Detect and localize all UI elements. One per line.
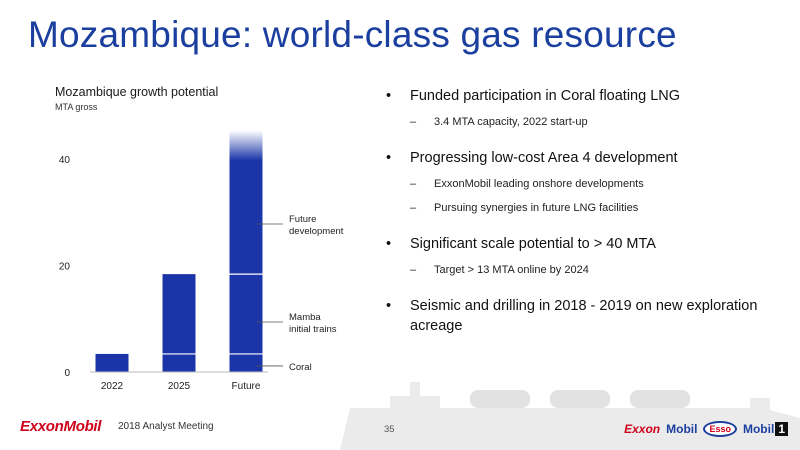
bullet-list: Funded participation in Coral floating L… <box>386 86 786 336</box>
mobil1-logo: Mobil 1 <box>743 422 788 436</box>
bullet-coral: Funded participation in Coral floating L… <box>386 86 786 106</box>
legend-label: initial trains <box>289 324 337 335</box>
x-tick-label: 2025 <box>168 381 191 392</box>
bar-segment <box>229 274 263 354</box>
y-tick-label: 40 <box>59 155 71 166</box>
bar-segment <box>95 353 129 372</box>
chart-subtitle: MTA gross <box>55 102 98 112</box>
sub-bullet-coral-capacity: 3.4 MTA capacity, 2022 start-up <box>386 114 786 130</box>
bar-fade-top <box>229 130 263 161</box>
x-tick-label: 2022 <box>101 381 124 392</box>
exxon-logo: Exxon <box>624 422 661 436</box>
slide-title: Mozambique: world-class gas resource <box>28 14 677 55</box>
y-tick-label: 0 <box>64 368 70 379</box>
bullet-scale: Significant scale potential to > 40 MTA <box>386 234 786 254</box>
legend-label: Future <box>289 214 316 225</box>
bullet-area4: Progressing low-cost Area 4 development <box>386 148 786 168</box>
sub-bullet-onshore: ExxonMobil leading onshore developments <box>386 176 786 192</box>
lng-ship-graphic <box>340 382 800 450</box>
legend-label: Mamba <box>289 312 321 323</box>
exxonmobil-logo: ExxonMobil <box>20 418 102 435</box>
page-number: 35 <box>384 424 395 435</box>
legend-label: Coral <box>289 362 312 373</box>
y-tick-label: 20 <box>59 262 71 273</box>
bar-segment <box>229 353 263 372</box>
bullet-seismic: Seismic and drilling in 2018 - 2019 on n… <box>386 296 786 336</box>
bar-segment <box>162 274 196 354</box>
chart-title: Mozambique growth potential <box>55 85 219 99</box>
bar-segment <box>162 353 196 372</box>
mobil-logo: Mobil <box>666 422 698 436</box>
esso-logo: Esso <box>703 421 737 437</box>
x-tick-label: Future <box>232 381 261 392</box>
sub-bullet-target: Target > 13 MTA online by 2024 <box>386 262 786 278</box>
footer-meeting: 2018 Analyst Meeting <box>118 421 214 432</box>
sub-bullet-synergies: Pursuing synergies in future LNG facilit… <box>386 200 786 216</box>
brand-logos: Exxon Mobil Esso Mobil 1 <box>624 418 788 440</box>
legend-label: development <box>289 226 344 237</box>
